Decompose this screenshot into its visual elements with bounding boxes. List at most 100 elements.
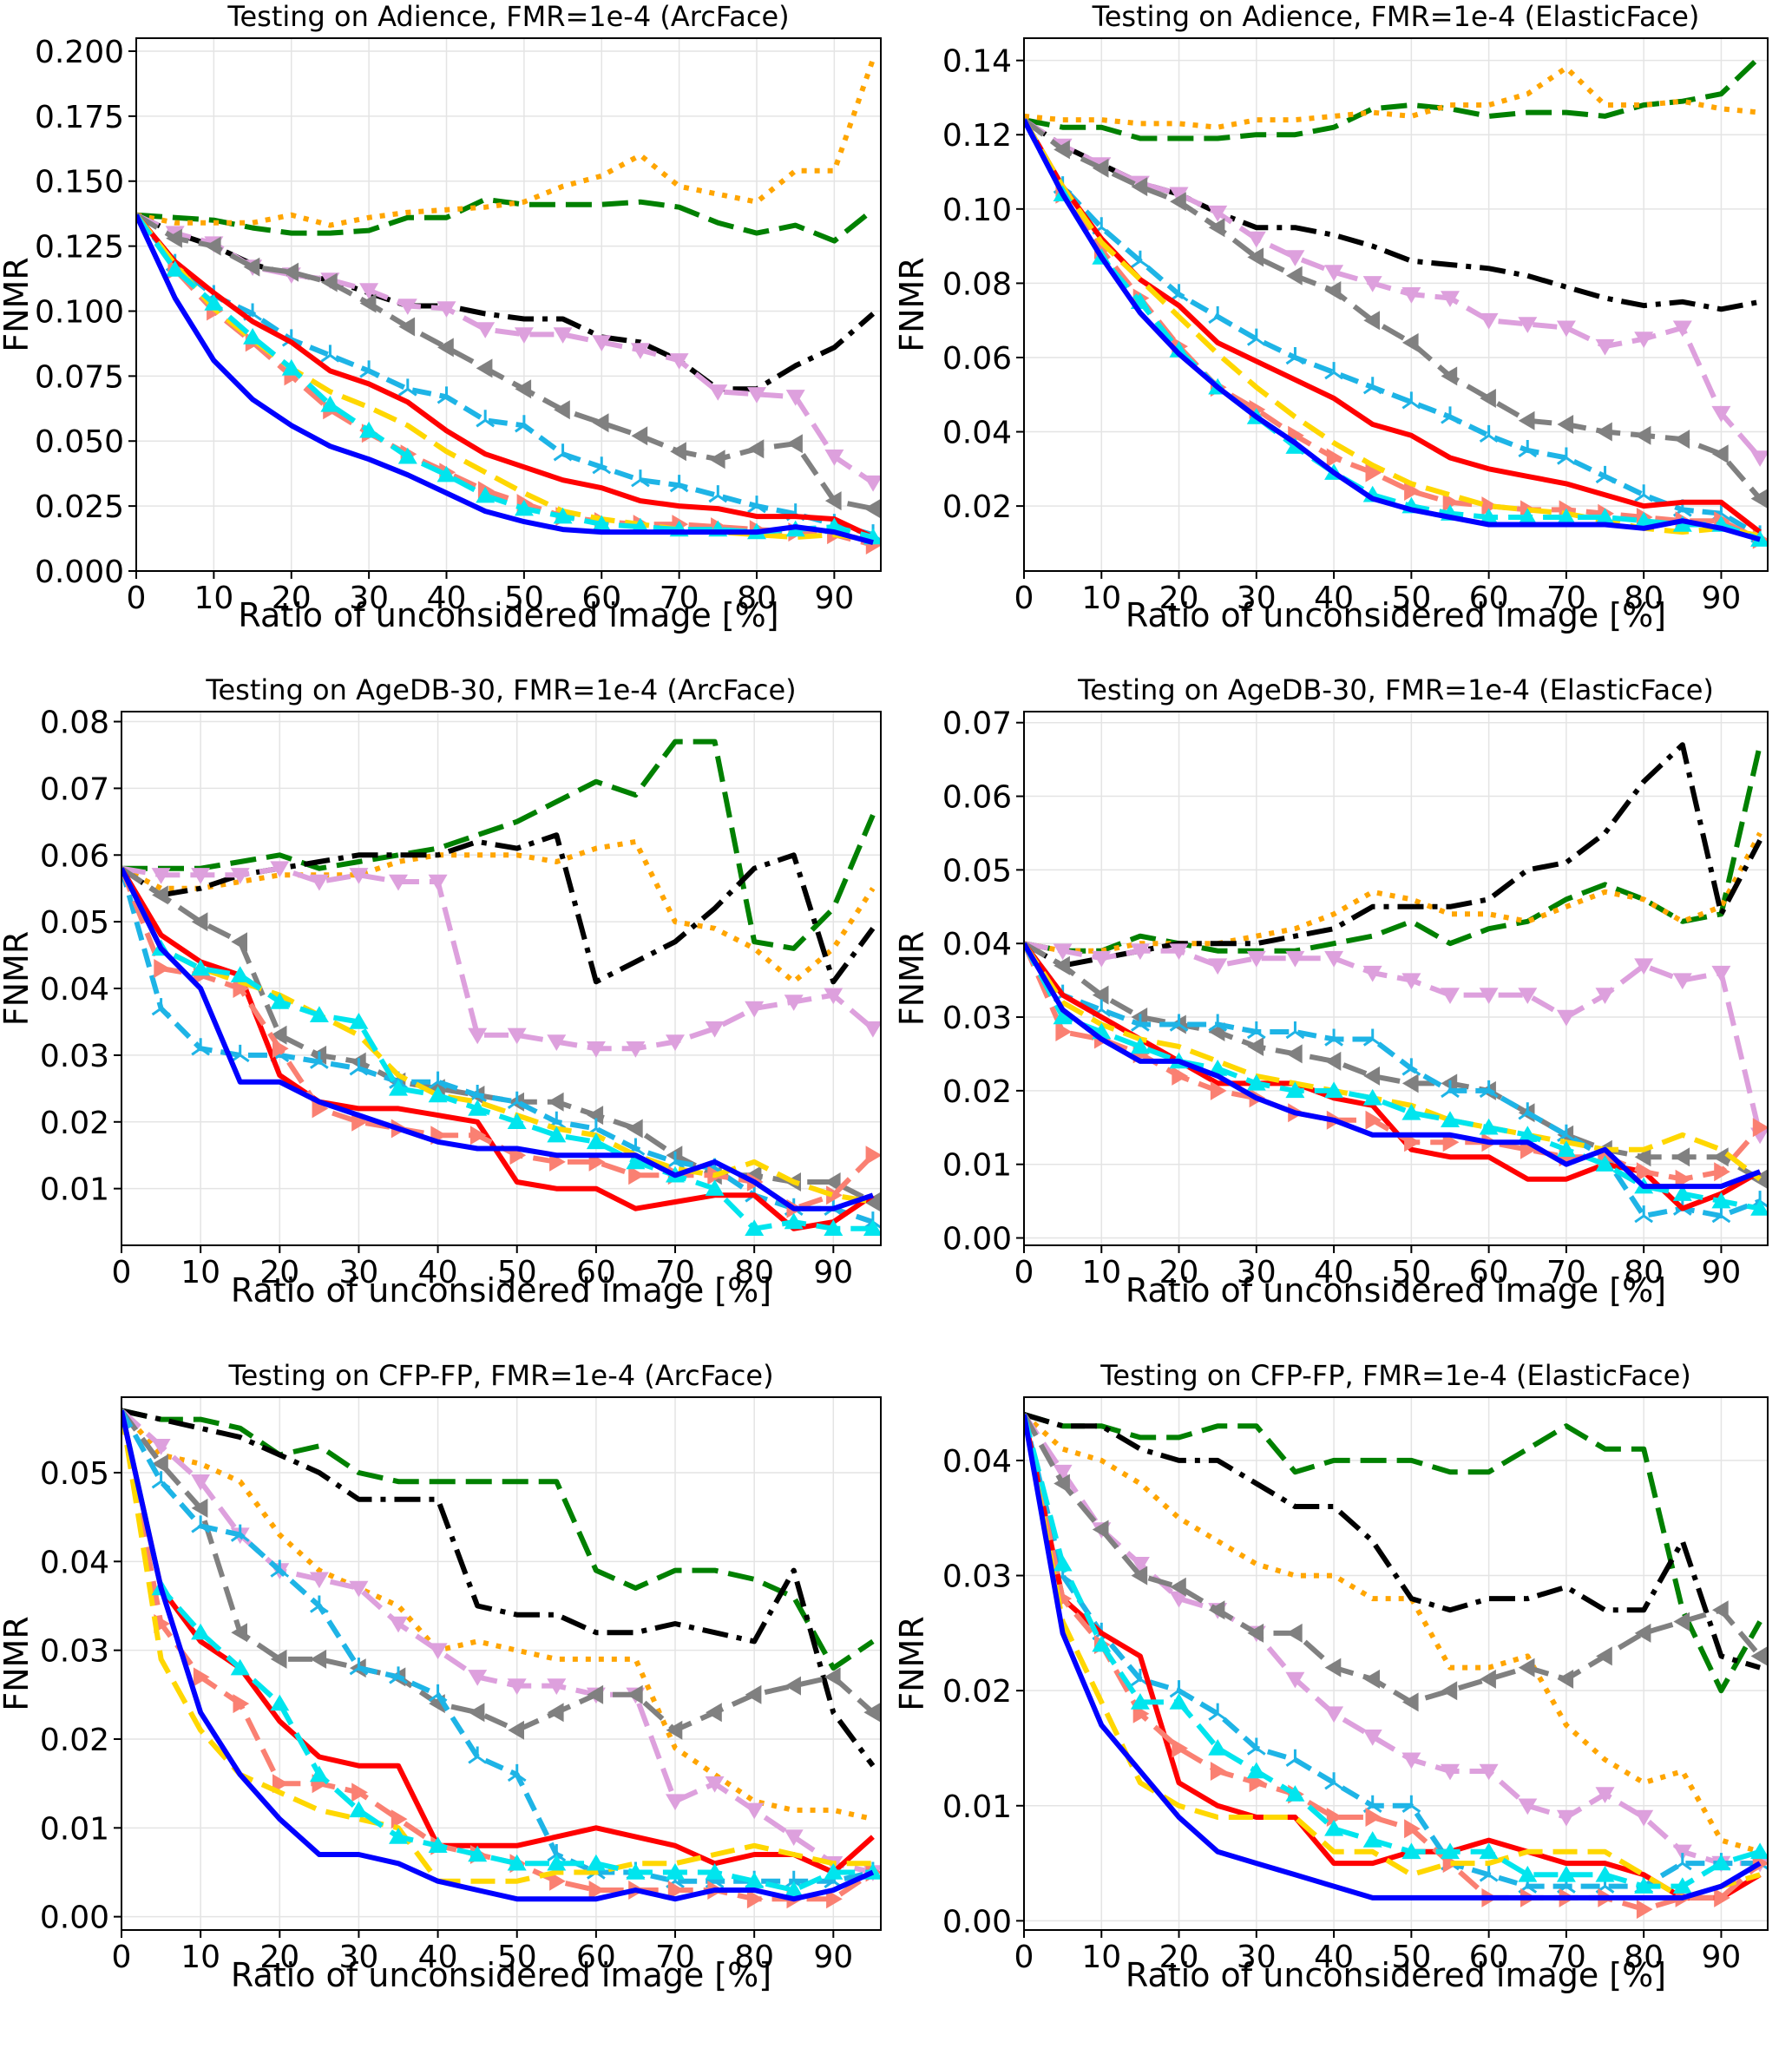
data-point-marker [1324,362,1343,380]
data-point-marker [1246,1073,1266,1091]
data-point-marker [165,260,185,277]
x-tick-label: 0 [127,581,147,616]
series-line [1024,1414,1762,1901]
data-point-marker [592,456,612,475]
y-tick-label: 0.04 [40,972,109,1008]
chart-title: Testing on CFP-FP, FMR=1e-4 (ElasticFace… [1099,1359,1691,1392]
data-point-marker [428,1643,448,1660]
x-axis-label: Ratio of unconsidered image [%] [238,596,778,634]
series-line [1024,118,1762,535]
data-point-marker [1324,1028,1343,1047]
data-point-marker [553,507,573,524]
data-point-marker [1053,1464,1073,1481]
y-tick-label: 0.06 [40,838,109,874]
data-point-marker [230,966,250,982]
data-point-marker [1556,320,1576,338]
data-point-marker [1169,187,1189,204]
series-line [121,1409,873,1893]
y-tick-label: 0.050 [35,424,124,460]
data-point-marker [507,1678,527,1695]
data-point-marker [1054,140,1070,160]
y-tick-label: 0.07 [40,771,109,807]
data-point-marker [1518,317,1538,333]
data-point-marker [1672,1844,1692,1861]
data-point-marker [1518,1126,1538,1142]
series-line [121,739,876,951]
data-point-marker [152,1454,168,1474]
data-point-marker [1714,1162,1730,1182]
data-point-marker [547,1092,564,1112]
data-point-marker [309,1006,329,1022]
data-point-marker [476,486,496,503]
data-point-marker [270,1649,287,1669]
x-tick-label: 70 [1546,1255,1586,1290]
data-point-marker [1286,1044,1303,1064]
data-point-marker [1401,391,1421,410]
data-point-marker [1324,1051,1342,1071]
data-point-marker [592,413,609,433]
y-axis-label: FNMR [896,1616,931,1710]
plot-area [136,38,881,571]
data-point-marker [1286,266,1303,286]
series-line [121,1409,875,1902]
data-point-marker [666,1034,685,1051]
data-point-marker [745,1001,765,1018]
data-point-marker [1595,1865,1615,1882]
data-point-marker [1634,1205,1654,1224]
data-point-marker [310,1649,327,1669]
series-line [121,867,874,1205]
data-point-marker [151,868,171,884]
data-point-marker [270,1559,290,1578]
series-line [121,1408,875,1671]
data-point-marker [863,1192,881,1211]
chart-panel: 0 10 20 30 40 50 60 70 80 90 0.00 0.01 0.02 0.03 0.04 0… [896,677,1792,1354]
data-point-marker [349,1013,369,1029]
data-point-marker [191,1038,211,1056]
x-tick-label: 0 [112,1940,132,1975]
data-point-marker [1712,444,1729,464]
data-point-marker [1634,511,1654,528]
data-point-marker [312,1099,329,1119]
x-tick-label: 30 [349,581,389,616]
data-point-marker [507,1091,527,1109]
data-point-marker [1246,950,1266,968]
data-point-marker [243,257,260,277]
data-point-marker [824,1667,841,1687]
data-point-marker [708,384,728,401]
data-point-marker [1130,1557,1150,1573]
data-point-marker [1672,515,1692,532]
x-tick-label: 10 [1081,1940,1121,1975]
data-point-marker [1673,430,1690,450]
y-tick-label: 0.05 [942,853,1012,889]
data-point-marker [1479,508,1499,525]
data-point-marker [1479,1080,1499,1099]
series-line [1024,118,1762,539]
data-point-marker [630,343,650,359]
data-point-marker [1556,1809,1576,1827]
data-point-marker [745,1219,765,1236]
data-point-marker [1556,1865,1576,1882]
data-point-marker [1326,1808,1343,1827]
data-point-marker [863,499,881,519]
series-line [1024,1412,1761,1671]
plot-area [1024,1397,1768,1930]
data-point-marker [626,1041,646,1058]
y-tick-label: 0.175 [35,100,124,135]
data-point-marker [1170,192,1186,212]
data-point-marker [1246,328,1266,346]
series-line [1024,1414,1761,1889]
data-point-marker [1053,1554,1073,1572]
x-axis-label: Ratio of unconsidered image [%] [1126,596,1666,634]
y-axis-label: FNMR [0,931,36,1026]
data-point-marker [865,1146,881,1165]
data-point-marker [1362,1028,1382,1047]
data-point-marker [1401,1752,1421,1769]
data-point-marker [230,1658,250,1676]
y-tick-label: 0.04 [942,1444,1012,1480]
data-point-marker [1324,1706,1344,1723]
y-tick-label: 0.14 [942,44,1012,80]
y-tick-label: 0.03 [40,1039,109,1074]
data-point-marker [626,1152,646,1170]
data-point-marker [1480,389,1496,408]
data-point-marker [1636,1900,1653,1920]
